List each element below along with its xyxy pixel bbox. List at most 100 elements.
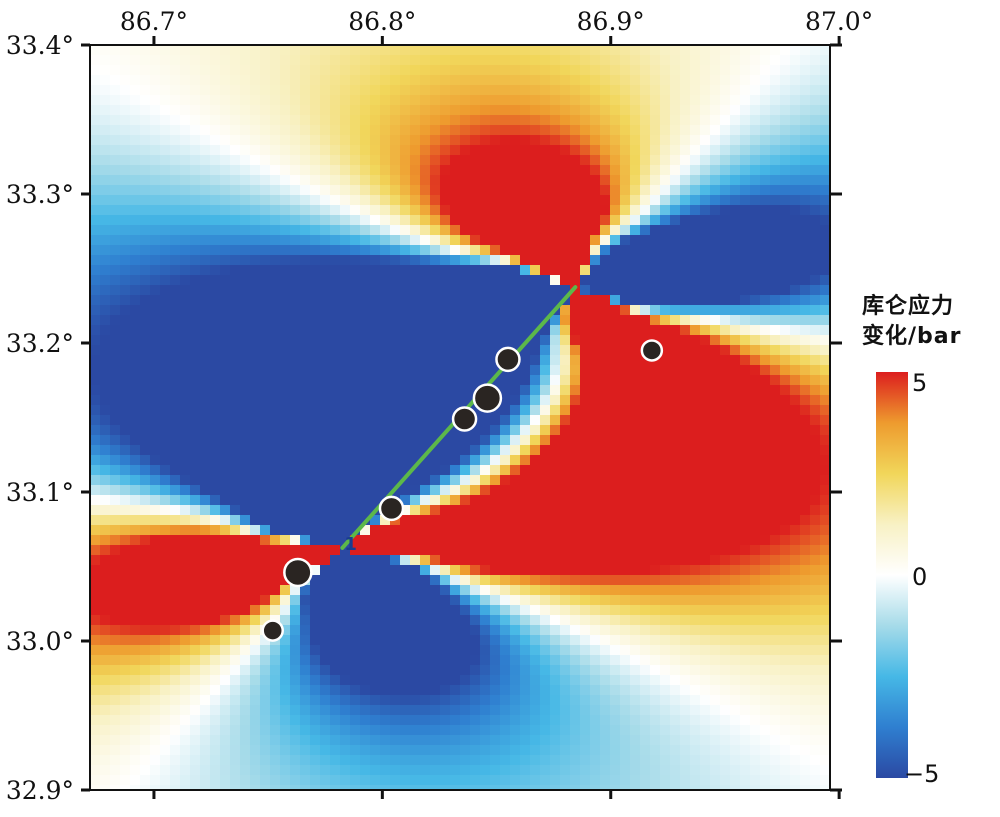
field-cell <box>500 265 511 276</box>
field-cell <box>460 185 471 196</box>
field-cell <box>670 675 681 686</box>
field-cell <box>200 45 211 56</box>
field-cell <box>700 125 711 136</box>
field-cell <box>780 175 791 186</box>
field-cell <box>320 45 331 56</box>
field-cell <box>250 325 261 336</box>
field-cell <box>340 315 351 326</box>
field-cell <box>670 575 681 586</box>
field-cell <box>370 545 381 556</box>
field-cell <box>350 125 361 136</box>
field-cell <box>710 105 721 116</box>
field-cell <box>540 395 551 406</box>
field-cell <box>410 235 421 246</box>
field-cell <box>440 265 451 276</box>
field-cell <box>180 125 191 136</box>
field-cell <box>660 345 671 356</box>
field-cell <box>220 55 231 66</box>
field-cell <box>440 235 451 246</box>
field-cell <box>750 275 761 286</box>
field-cell <box>430 675 441 686</box>
field-cell <box>590 125 601 136</box>
field-cell <box>800 355 811 366</box>
field-cell <box>510 445 521 456</box>
field-cell <box>660 315 671 326</box>
field-cell <box>470 595 481 606</box>
field-cell <box>600 365 611 376</box>
field-cell <box>630 555 641 566</box>
field-cell <box>570 615 581 626</box>
field-cell <box>330 265 341 276</box>
field-cell <box>590 55 601 66</box>
field-cell <box>660 85 671 96</box>
field-cell <box>180 75 191 86</box>
field-cell <box>500 75 511 86</box>
field-cell <box>560 135 571 146</box>
field-cell <box>780 325 791 336</box>
field-cell <box>560 245 571 256</box>
field-cell <box>780 235 791 246</box>
field-cell <box>550 275 561 286</box>
field-cell <box>350 485 361 496</box>
field-cell <box>720 65 731 76</box>
field-cell <box>670 375 681 386</box>
field-cell <box>330 455 341 466</box>
field-cell <box>440 635 451 646</box>
field-cell <box>650 505 661 516</box>
field-cell <box>660 645 671 656</box>
field-cell <box>600 535 611 546</box>
field-cell <box>180 275 191 286</box>
field-cell <box>320 415 331 426</box>
field-cell <box>400 615 411 626</box>
field-cell <box>460 335 471 346</box>
field-cell <box>490 475 501 486</box>
field-cell <box>350 495 361 506</box>
field-cell <box>460 465 471 476</box>
field-cell <box>330 485 341 496</box>
field-cell <box>220 545 231 556</box>
field-cell <box>340 45 351 56</box>
field-cell <box>270 675 281 686</box>
field-cell <box>720 475 731 486</box>
field-cell <box>120 45 131 56</box>
field-cell <box>650 555 661 566</box>
field-cell <box>280 295 291 306</box>
field-cell <box>340 285 351 296</box>
field-cell <box>780 365 791 376</box>
field-cell <box>380 205 391 216</box>
field-cell <box>490 135 501 146</box>
field-cell <box>640 595 651 606</box>
field-cell <box>190 45 201 56</box>
field-cell <box>580 285 591 296</box>
field-cell <box>490 255 501 266</box>
field-cell <box>150 595 161 606</box>
field-cell <box>680 65 691 76</box>
field-cell <box>780 185 791 196</box>
field-cell <box>410 595 421 606</box>
field-cell <box>650 465 661 476</box>
field-cell <box>170 205 181 216</box>
field-cell <box>630 695 641 706</box>
field-cell <box>410 435 421 446</box>
field-cell <box>520 545 531 556</box>
field-cell <box>290 585 301 596</box>
field-cell <box>220 155 231 166</box>
field-cell <box>210 645 221 656</box>
field-cell <box>340 455 351 466</box>
field-cell <box>380 445 391 456</box>
field-cell <box>480 685 491 696</box>
field-cell <box>420 435 431 446</box>
field-cell <box>190 105 201 116</box>
field-cell <box>800 455 811 466</box>
field-cell <box>450 465 461 476</box>
field-cell <box>360 175 371 186</box>
field-cell <box>350 225 361 236</box>
field-cell <box>400 125 411 136</box>
field-cell <box>160 125 171 136</box>
field-cell <box>640 175 651 186</box>
field-cell <box>440 325 451 336</box>
field-cell <box>610 315 621 326</box>
field-cell <box>670 545 681 556</box>
field-cell <box>600 115 611 126</box>
field-cell <box>540 365 551 376</box>
